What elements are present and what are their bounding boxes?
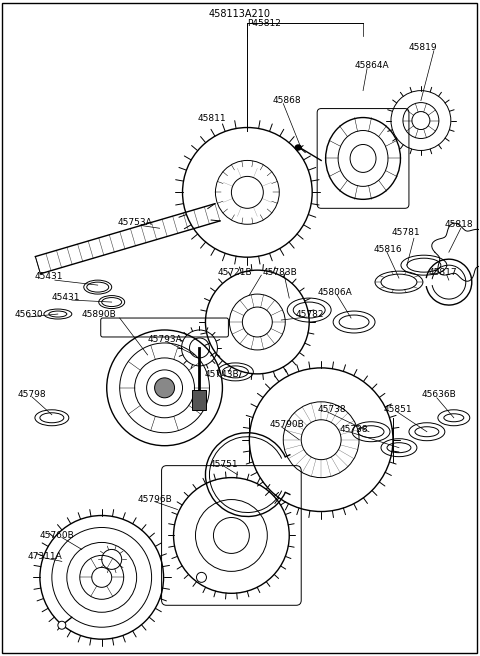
- Ellipse shape: [295, 145, 301, 150]
- Text: 45851: 45851: [384, 405, 413, 414]
- Text: 45816: 45816: [374, 245, 403, 255]
- Text: 45431: 45431: [35, 272, 63, 281]
- Text: 45811: 45811: [197, 113, 226, 123]
- Text: 45818: 45818: [445, 220, 473, 230]
- Text: 45636B: 45636B: [422, 390, 456, 399]
- Text: 45781: 45781: [392, 228, 420, 237]
- Circle shape: [155, 378, 175, 398]
- Text: 45743B: 45743B: [204, 370, 239, 379]
- Text: 45782: 45782: [295, 310, 324, 319]
- Text: 45868: 45868: [272, 96, 301, 104]
- Text: 45806A: 45806A: [317, 288, 352, 297]
- Text: 45738: 45738: [317, 405, 346, 414]
- Text: 45721B: 45721B: [217, 268, 252, 277]
- Text: 45864A: 45864A: [354, 61, 389, 70]
- Text: 45819: 45819: [409, 43, 438, 52]
- Text: 45751: 45751: [209, 460, 238, 468]
- Text: 45798: 45798: [18, 390, 47, 399]
- Text: 45760B: 45760B: [40, 531, 75, 541]
- Text: 47311A: 47311A: [28, 552, 63, 562]
- Text: 45796B: 45796B: [138, 495, 172, 504]
- Circle shape: [196, 573, 206, 583]
- Text: 45630: 45630: [15, 310, 44, 319]
- Text: 45738: 45738: [339, 424, 368, 434]
- Text: 45817: 45817: [429, 268, 457, 277]
- Bar: [192, 390, 206, 410]
- Text: 458113A210: 458113A210: [208, 9, 270, 19]
- Text: 45790B: 45790B: [269, 420, 304, 429]
- Text: 45890B: 45890B: [82, 310, 117, 319]
- Text: 45431: 45431: [52, 293, 80, 302]
- Text: P45812: P45812: [247, 19, 281, 28]
- Circle shape: [58, 621, 66, 629]
- Text: 45783B: 45783B: [262, 268, 297, 277]
- Text: 45753A: 45753A: [118, 218, 153, 227]
- Text: 45793A: 45793A: [148, 335, 182, 344]
